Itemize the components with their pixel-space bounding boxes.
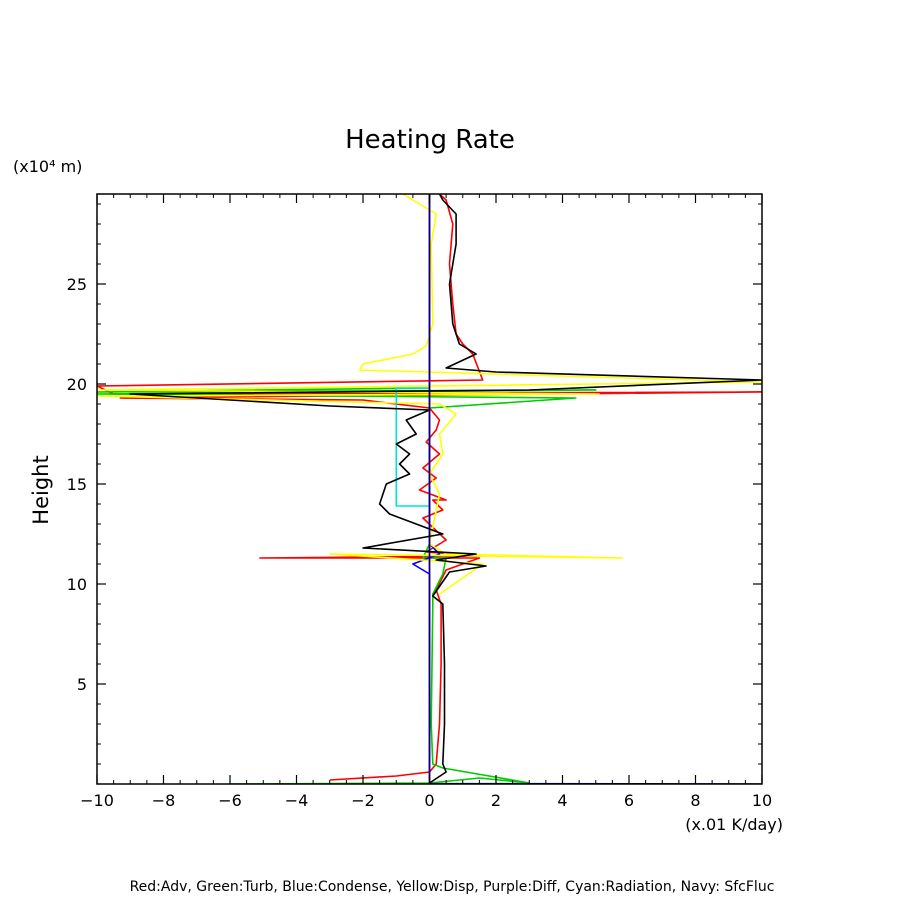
y-tick-label: 25 [67, 275, 87, 294]
y-tick-label: 20 [67, 375, 87, 394]
y-tick-label: 5 [77, 675, 87, 694]
x-unit-label: (x.01 K/day) [685, 815, 783, 834]
x-tick-label: −10 [80, 791, 114, 810]
x-tick-label: 10 [752, 791, 772, 810]
y-tick-label: 15 [67, 475, 87, 494]
axis-layer: −10 −8 −6 −4 −2 0 2 4 6 8 10 5 10 15 20 25 [67, 194, 772, 810]
x-tick-label: 8 [690, 791, 700, 810]
x-tick-label: −2 [351, 791, 375, 810]
x-tick-label: 4 [557, 791, 567, 810]
series-line-condense [412, 194, 441, 774]
plot-frame [96, 193, 763, 785]
y-tick-label: 10 [67, 575, 87, 594]
x-tick-label: 0 [424, 791, 434, 810]
y-axis-label: Height [29, 455, 53, 524]
legend-text: Red:Adv, Green:Turb, Blue:Condense, Yell… [130, 879, 775, 895]
series-line-turb [97, 194, 597, 784]
series-layer [97, 194, 762, 784]
y-unit-label: (x10⁴ m) [13, 157, 82, 176]
x-tick-label: −8 [152, 791, 176, 810]
x-tick-label: 2 [491, 791, 501, 810]
chart-title: Heating Rate [345, 125, 515, 155]
series-line-radiation [395, 387, 430, 507]
x-tick-label: −4 [285, 791, 309, 810]
x-tick-label: 6 [624, 791, 634, 810]
x-tick-label: −6 [218, 791, 242, 810]
series-line-total [129, 194, 762, 784]
series-line-sfcfluc [428, 194, 762, 784]
